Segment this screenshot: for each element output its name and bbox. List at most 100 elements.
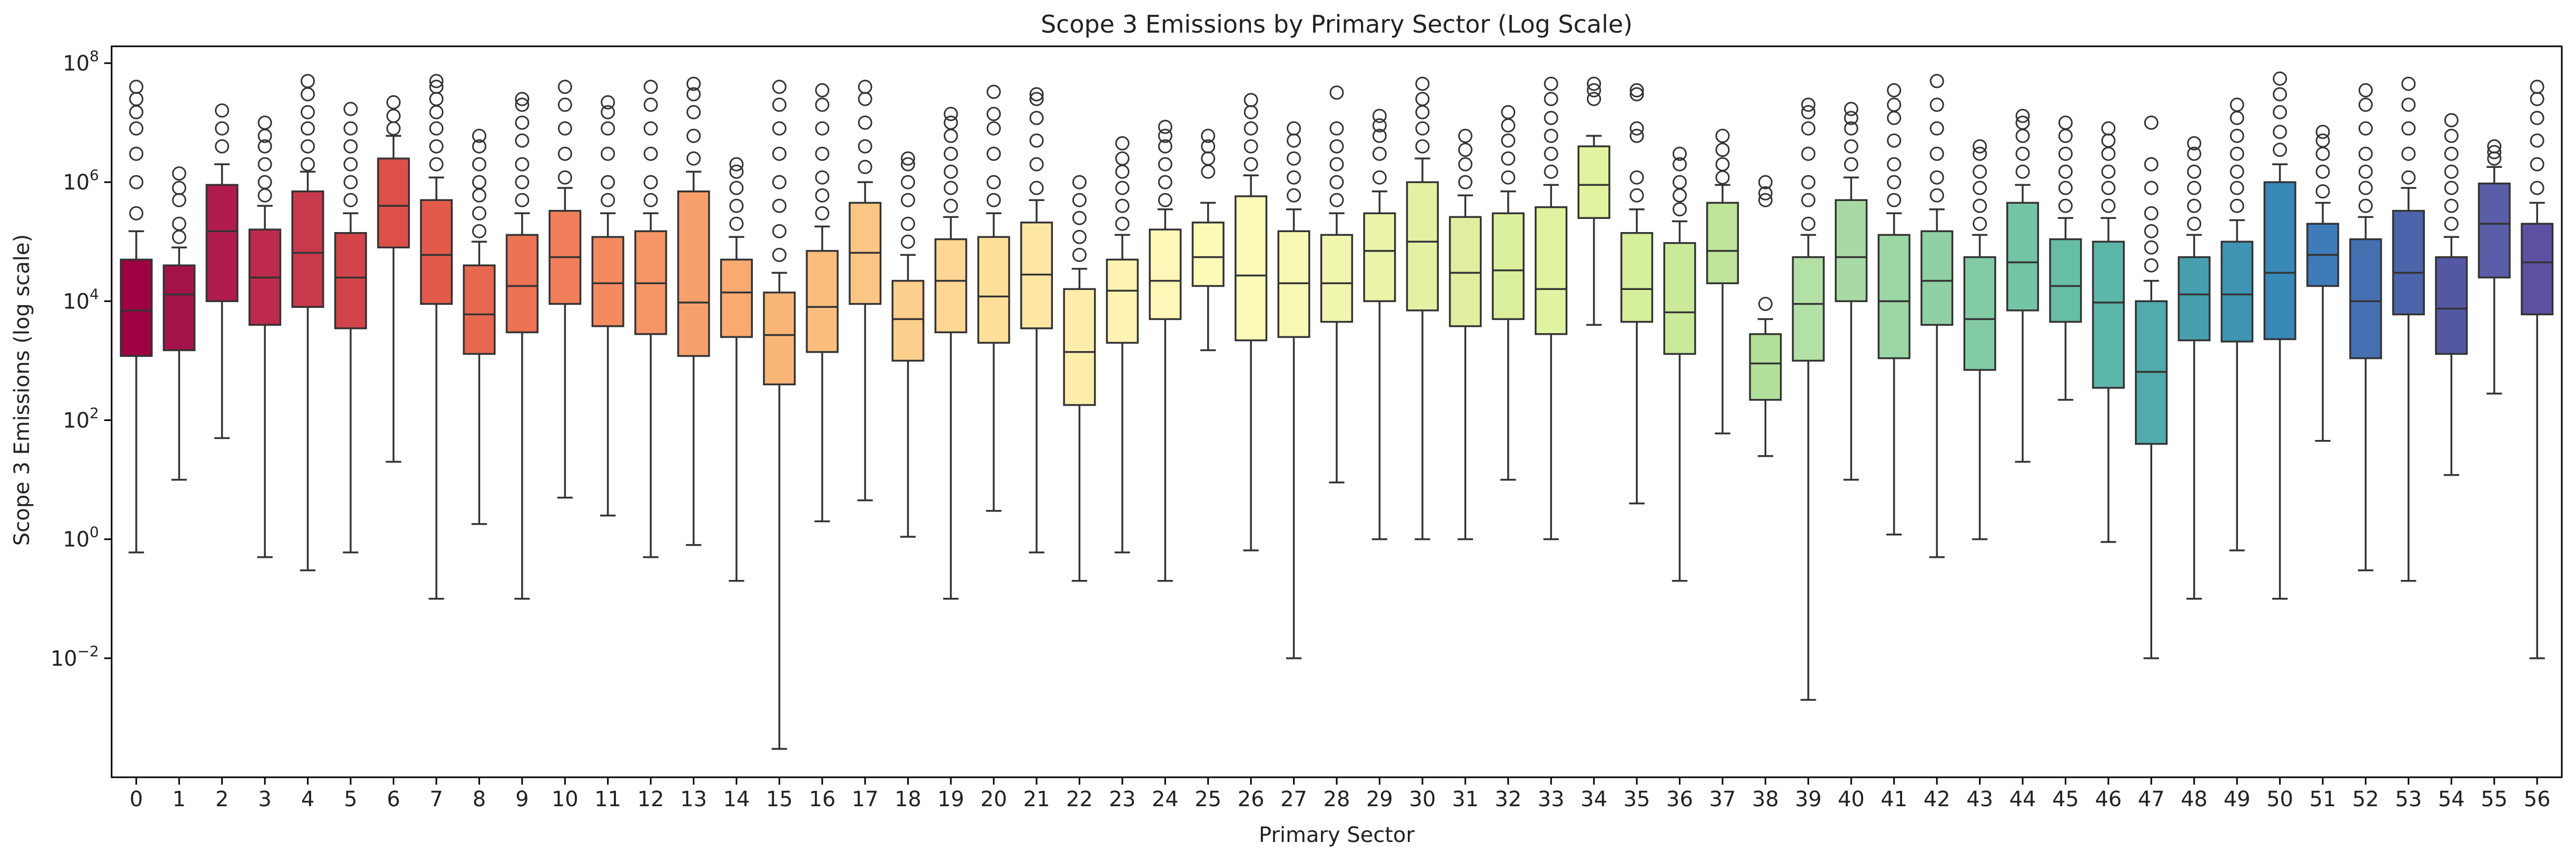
outlier-point bbox=[2187, 216, 2202, 231]
outlier-point bbox=[343, 139, 358, 154]
outlier-point bbox=[1715, 157, 1730, 172]
x-tick-label: 36 bbox=[1666, 787, 1693, 811]
iqr-box bbox=[1320, 234, 1354, 323]
outlier-point bbox=[1758, 193, 1773, 207]
x-tick-label: 16 bbox=[809, 787, 836, 811]
y-tick-exponent: 6 bbox=[89, 166, 99, 184]
iqr-box bbox=[1149, 228, 1182, 320]
x-tick-label: 23 bbox=[1109, 787, 1136, 811]
box-sector-36 bbox=[1663, 146, 1696, 582]
outlier-point bbox=[2530, 157, 2544, 172]
outlier-point bbox=[1244, 93, 1258, 107]
outlier-point bbox=[1844, 111, 1858, 125]
outlier-point bbox=[1887, 97, 1902, 112]
outlier-point bbox=[2101, 164, 2116, 179]
outlier-point bbox=[301, 74, 315, 88]
outlier-point bbox=[643, 97, 658, 112]
y-tick-label: 10−2 bbox=[51, 643, 99, 671]
outlier-point bbox=[558, 79, 572, 94]
y-tick-exponent: −2 bbox=[77, 643, 99, 660]
outlier-point bbox=[901, 175, 916, 189]
box-sector-21 bbox=[1020, 87, 1053, 554]
outlier-point bbox=[1587, 83, 1602, 98]
iqr-box bbox=[1449, 216, 1482, 327]
outlier-point bbox=[558, 121, 572, 136]
y-tick-exponent: 8 bbox=[89, 47, 99, 65]
outlier-point bbox=[2358, 97, 2373, 112]
box-sector-6 bbox=[377, 95, 410, 463]
iqr-box bbox=[763, 292, 796, 386]
outlier-point bbox=[2444, 181, 2459, 195]
x-tick-label: 41 bbox=[1881, 787, 1907, 811]
outlier-point bbox=[2315, 164, 2330, 179]
outlier-point bbox=[2358, 146, 2373, 161]
outlier-point bbox=[1501, 105, 1516, 119]
outlier-point bbox=[1973, 216, 1987, 231]
outlier-point bbox=[815, 206, 830, 220]
x-tick-label: 15 bbox=[766, 787, 793, 811]
outlier-point bbox=[515, 97, 530, 112]
outlier-point bbox=[2530, 79, 2544, 94]
outlier-point bbox=[1158, 139, 1172, 154]
outlier-point bbox=[815, 188, 830, 203]
outlier-point bbox=[1158, 175, 1172, 189]
iqr-box bbox=[1577, 145, 1610, 219]
outlier-point bbox=[172, 181, 186, 195]
y-tick-base: 10 bbox=[63, 528, 89, 552]
outlier-point bbox=[2058, 115, 2073, 130]
outlier-point bbox=[987, 107, 1001, 122]
iqr-box bbox=[1663, 242, 1696, 355]
outlier-point bbox=[1758, 186, 1773, 201]
x-tick-label: 43 bbox=[1966, 787, 1993, 811]
iqr-box bbox=[1063, 288, 1096, 406]
x-tick-label: 14 bbox=[723, 787, 750, 811]
iqr-box bbox=[505, 234, 539, 334]
x-tick-label: 33 bbox=[1538, 787, 1565, 811]
outlier-point bbox=[2273, 71, 2287, 86]
outlier-point bbox=[301, 157, 315, 172]
iqr-box bbox=[2221, 240, 2254, 343]
x-tick-label: 13 bbox=[680, 787, 707, 811]
outlier-point bbox=[772, 79, 787, 94]
outlier-point bbox=[2230, 164, 2244, 179]
outlier-point bbox=[729, 164, 744, 179]
outlier-point bbox=[2315, 184, 2330, 199]
outlier-point bbox=[2058, 146, 2073, 161]
outlier-point bbox=[558, 146, 572, 161]
outlier-point bbox=[772, 146, 787, 161]
box-sector-48 bbox=[2177, 136, 2211, 600]
outlier-point bbox=[815, 97, 830, 112]
box-sector-9 bbox=[505, 92, 539, 600]
box-sector-3 bbox=[248, 115, 282, 558]
x-tick-label: 56 bbox=[2524, 787, 2551, 811]
x-tick-label: 46 bbox=[2095, 787, 2122, 811]
outlier-point bbox=[1072, 211, 1087, 225]
x-tick-label: 26 bbox=[1238, 787, 1265, 811]
iqr-box bbox=[720, 258, 753, 338]
outlier-point bbox=[1329, 193, 1344, 207]
outlier-point bbox=[987, 84, 1001, 99]
outlier-point bbox=[943, 146, 958, 161]
outlier-point bbox=[2015, 115, 2030, 130]
iqr-box bbox=[1406, 181, 1439, 312]
outlier-point bbox=[1629, 121, 1644, 136]
outlier-point bbox=[257, 157, 272, 172]
x-tick-label: 50 bbox=[2266, 787, 2293, 811]
outlier-point bbox=[2101, 198, 2116, 213]
outlier-point bbox=[558, 97, 572, 112]
outlier-point bbox=[772, 247, 787, 262]
outlier-point bbox=[2015, 108, 2030, 123]
outlier-point bbox=[1715, 143, 1730, 157]
iqr-box bbox=[163, 264, 196, 352]
outlier-point bbox=[643, 79, 658, 94]
box-sector-12 bbox=[634, 79, 668, 558]
box-sector-47 bbox=[2135, 115, 2168, 659]
outlier-point bbox=[729, 157, 744, 172]
box-sector-55 bbox=[2478, 139, 2511, 395]
iqr-box bbox=[2006, 202, 2040, 312]
outlier-point bbox=[472, 139, 486, 154]
outlier-point bbox=[343, 121, 358, 136]
outlier-point bbox=[2444, 164, 2459, 179]
x-tick-label: 24 bbox=[1152, 787, 1179, 811]
